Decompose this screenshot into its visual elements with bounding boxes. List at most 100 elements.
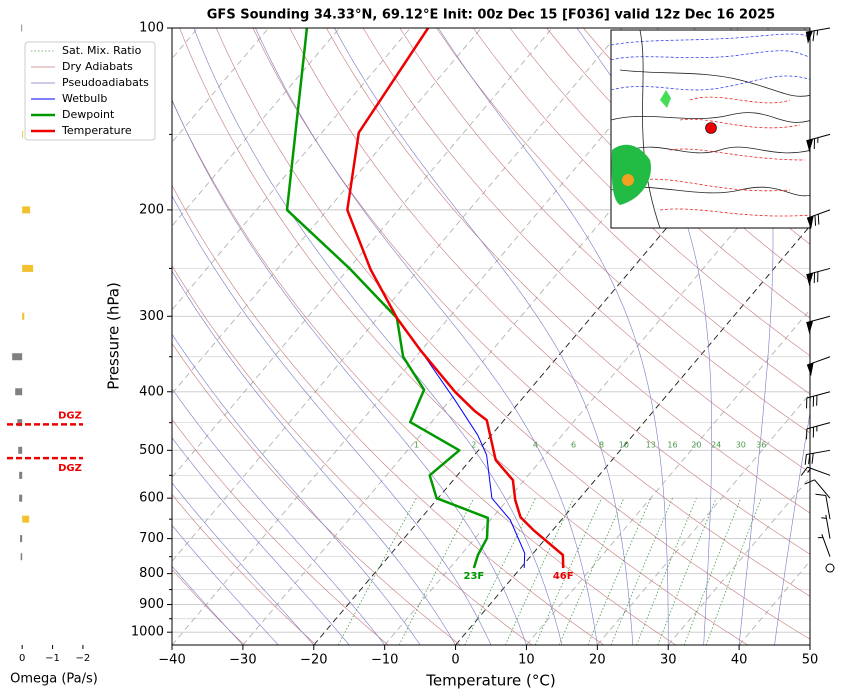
pseudoadiabat: [193, 28, 563, 645]
x-tick-label: 30: [660, 653, 677, 668]
mixing-ratio-line: [534, 498, 602, 645]
inset-contours: [611, 30, 810, 228]
omega-bar: [15, 388, 23, 396]
y-axis-label: Pressure (hPa): [105, 282, 123, 390]
profile-line: [285, 28, 490, 569]
x-tick-label: −30: [229, 653, 256, 668]
isotherm: [526, 309, 810, 645]
y-tick-label: 900: [139, 597, 164, 612]
dry-adiabat: [172, 99, 676, 645]
wind-barb: [806, 267, 831, 287]
dry-adiabat: [436, 28, 810, 395]
isotherm: [172, 28, 553, 479]
legend-label: Dry Adiabats: [62, 60, 133, 73]
y-tick-label: 800: [139, 566, 164, 581]
surface-label: 23F: [464, 571, 485, 582]
omega-bar: [19, 471, 23, 479]
highlight-isotherm: [455, 225, 810, 645]
y-tick-label: 500: [139, 443, 164, 458]
dry-adiabat: [546, 28, 810, 282]
isotherm: [172, 28, 624, 562]
dry-adiabat: [509, 28, 810, 319]
legend-box: [24, 41, 156, 141]
mixing-ratio-label: 6: [571, 441, 576, 450]
omega-bar: [18, 446, 23, 454]
isotherm: [384, 141, 810, 645]
omega-bar: [20, 535, 23, 543]
x-tick-label: −10: [371, 653, 398, 668]
mixing-ratio-line: [705, 498, 762, 645]
profiles: [285, 28, 565, 569]
mixing-ratio-line: [683, 498, 742, 645]
pseudoadiabat: [172, 270, 456, 645]
isotherm: [172, 28, 340, 227]
mixing-ratio-label: 36: [756, 441, 766, 450]
mixing-ratio-label: 2: [471, 441, 476, 450]
mixing-ratio-line: [610, 498, 673, 645]
y-tick-label: 100: [139, 21, 164, 36]
pseudoadiabat: [172, 524, 279, 645]
pseudoadiabat: [172, 565, 244, 645]
omega-tick-label: 0: [19, 653, 25, 664]
omega-axis-label: Omega (Pa/s): [10, 672, 98, 687]
mixing-ratio-line: [505, 498, 574, 645]
x-tick-label: 0: [451, 653, 459, 668]
wind-barb: [806, 209, 831, 230]
y-tick-label: 600: [139, 491, 164, 506]
omega-bar: [22, 130, 24, 138]
isotherm: [172, 28, 695, 645]
pseudoadiabat: [172, 99, 527, 645]
legend-label: Dewpoint: [62, 108, 115, 121]
pseudoadiabat: [172, 437, 350, 645]
mixing-ratio-label: 4: [533, 441, 538, 450]
dry-adiabat: [289, 28, 810, 555]
omega-tick-label: −2: [76, 653, 91, 664]
pseudoadiabat: [255, 28, 598, 645]
mixing-ratio-label: 13: [646, 441, 656, 450]
profile-line: [346, 28, 565, 569]
isotherm: [172, 28, 269, 143]
isotherm: [667, 476, 810, 645]
omega-bar: [12, 353, 23, 361]
omega-tick-label: −1: [45, 653, 60, 664]
mixing-ratio-line: [587, 498, 652, 645]
pseudoadiabat: [334, 28, 634, 645]
dry-adiabat: [215, 28, 810, 640]
mixing-ratio-line: [464, 498, 536, 645]
dry-adiabat: [172, 342, 461, 645]
mixing-ratio-label: 10: [619, 441, 629, 450]
wind-barb: [806, 356, 831, 377]
omega-bar: [22, 515, 30, 523]
wind-calm: [825, 563, 835, 573]
pseudoadiabat: [737, 28, 774, 645]
pseudoadiabat: [438, 28, 669, 645]
isotherm: [596, 392, 810, 645]
y-tick-label: 1000: [131, 625, 164, 640]
x-axis-label: Temperature (°C): [425, 672, 555, 690]
isotherm: [172, 28, 482, 395]
mixing-ratio-label: 20: [691, 441, 701, 450]
dry-adiabat: [362, 28, 810, 473]
wind-barb: [806, 133, 831, 153]
mixing-ratio-label: 30: [736, 441, 746, 450]
x-tick-label: 20: [589, 653, 606, 668]
dry-adiabat: [179, 28, 748, 645]
wind-barb: [800, 466, 831, 476]
pseudoadiabat: [172, 195, 492, 645]
mixing-ratio-line: [337, 498, 417, 645]
omega-bar: [22, 312, 25, 320]
y-tick-label: 400: [139, 384, 164, 399]
legend: Sat. Mix. Ratio Dry Adiabats Pseudoadiabat…: [24, 41, 156, 141]
legend-label: Sat. Mix. Ratio: [62, 44, 142, 57]
mixing-ratio-line: [558, 498, 625, 645]
dry-adiabat: [326, 28, 810, 514]
dry-adiabat: [399, 28, 810, 434]
pseudoadiabat: [172, 333, 421, 645]
wind-barb: [805, 27, 831, 44]
inset-map: [610, 29, 811, 229]
wind-barb: [815, 493, 831, 520]
mixing-ratio-label: 16: [667, 441, 677, 450]
mixing-ratio-line: [636, 498, 697, 645]
